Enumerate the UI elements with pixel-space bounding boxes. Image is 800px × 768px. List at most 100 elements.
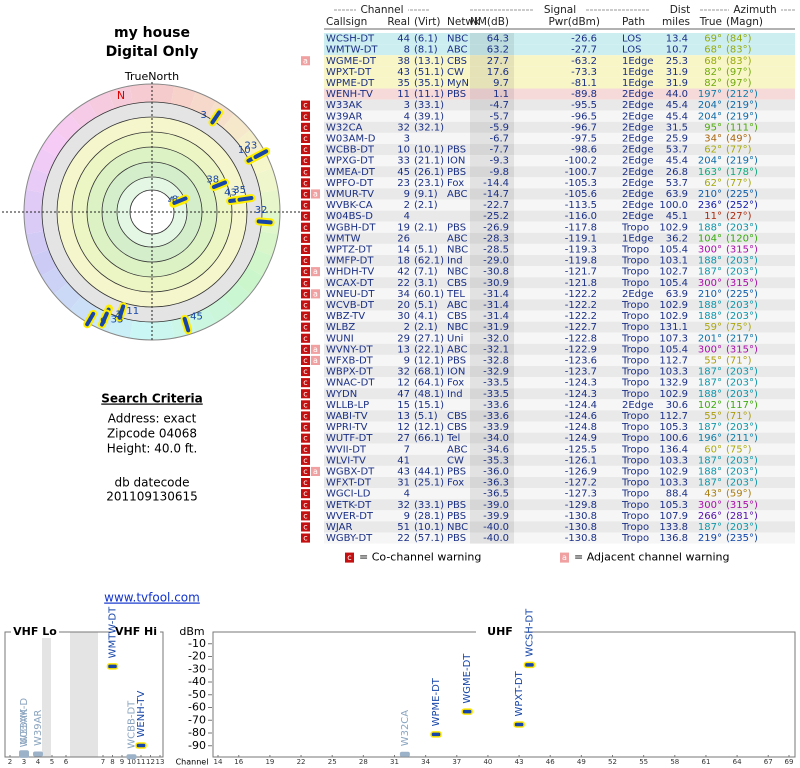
- row-bg: [324, 55, 795, 67]
- cell: 31.9: [666, 78, 688, 89]
- cell: (203°): [726, 300, 758, 311]
- row-bg: [324, 99, 795, 111]
- co-channel-flag: [301, 322, 310, 332]
- compass-band: [24, 212, 44, 235]
- row-bg: [324, 66, 795, 78]
- flag-letter: c: [303, 500, 307, 509]
- cell: (39.1): [414, 111, 444, 122]
- cell: 102.9: [659, 300, 688, 311]
- cell: -119.8: [565, 256, 597, 267]
- cell: WPXT-DT: [326, 67, 372, 78]
- cell: -124.6: [565, 411, 597, 422]
- compass-band: [41, 129, 68, 157]
- cell: -130.8: [565, 533, 597, 544]
- signal-marker: [513, 721, 525, 728]
- cell: Tropo: [621, 278, 649, 289]
- channel-label: 4: [36, 758, 41, 766]
- cell: 210°: [698, 289, 722, 300]
- co-channel-flag: [301, 289, 310, 299]
- co-channel-flag: [301, 367, 310, 377]
- channel-label: 69: [785, 758, 794, 766]
- station-channel: 43: [224, 187, 237, 198]
- cell: WPFO-DT: [326, 178, 374, 189]
- compass-band: [222, 113, 251, 142]
- cell: 1.1: [493, 89, 509, 100]
- cell: 11: [397, 89, 410, 100]
- cell: -129.8: [565, 500, 597, 511]
- channel-label: 52: [608, 758, 617, 766]
- cell: 2Edge: [622, 89, 654, 100]
- cell: -105.6: [565, 189, 597, 200]
- co-channel-flag: [301, 400, 310, 410]
- cell: (8.1): [414, 45, 438, 56]
- cell: (203°): [726, 478, 758, 489]
- cell: NBC: [447, 322, 468, 333]
- co-channel-flag: [301, 355, 310, 365]
- cell: 2Edge: [622, 111, 654, 122]
- cell: Tropo: [621, 500, 649, 511]
- adjacent-flag: [311, 289, 320, 299]
- station-marker: [99, 311, 109, 327]
- cell: -27.7: [571, 45, 597, 56]
- station-table: Channel Signal Dist Azimuth Callsign Real (Vir…: [301, 4, 795, 564]
- cell: (203°): [726, 267, 758, 278]
- channel-label: 58: [670, 758, 679, 766]
- cell: 102.9: [659, 466, 688, 477]
- cell: (219°): [726, 111, 758, 122]
- cell: 26: [397, 233, 410, 244]
- channel-label: 22: [297, 758, 306, 766]
- cell: 9: [404, 511, 410, 522]
- cell: 187°: [698, 478, 722, 489]
- cell: (120°): [726, 233, 758, 244]
- cell: WPTZ-DT: [326, 244, 373, 255]
- cell: 25.9: [666, 133, 688, 144]
- station-channel: 45: [190, 312, 203, 323]
- cell: 2Edge: [622, 200, 654, 211]
- station-channel: 38: [206, 175, 219, 186]
- cell: 45.4: [666, 100, 688, 111]
- channel-label: 55: [639, 758, 648, 766]
- cell: WGBX-DT: [326, 466, 375, 477]
- cell: -98.6: [571, 145, 597, 156]
- cell: -121.8: [565, 278, 597, 289]
- flag-letter: c: [303, 323, 307, 332]
- cell: 3: [404, 133, 410, 144]
- cell: CBS: [447, 311, 467, 322]
- nm-shade: [470, 132, 514, 144]
- cell: Ind: [447, 256, 463, 267]
- cell: 105.4: [659, 278, 688, 289]
- channel-label: 34: [421, 758, 430, 766]
- cell: WCAX-DT: [326, 278, 374, 289]
- row-bg: [324, 377, 795, 389]
- nm-shade: [470, 77, 514, 89]
- cell: 29: [397, 333, 410, 344]
- cell: Tropo: [621, 444, 649, 455]
- cell: Tropo: [621, 322, 649, 333]
- co-channel-flag: [301, 533, 310, 543]
- row-bg: [324, 310, 795, 322]
- cell: ABC: [447, 233, 468, 244]
- channel-label: 61: [701, 758, 710, 766]
- cell: (44.1): [414, 466, 444, 477]
- cell: WPME-DT: [326, 78, 375, 89]
- nm-shade: [470, 454, 514, 466]
- cell: W04BS-D: [326, 211, 373, 222]
- cell: (75°): [726, 322, 752, 333]
- cell: ABC: [447, 189, 468, 200]
- cell: 2Edge: [622, 156, 654, 167]
- cell: -124.4: [565, 400, 597, 411]
- site-link[interactable]: www.tvfool.com: [104, 591, 200, 605]
- cell: ABC: [447, 300, 468, 311]
- nm-shade: [470, 99, 514, 111]
- search-heading: Search Criteria: [101, 392, 202, 406]
- cell: -96.5: [571, 111, 597, 122]
- cell: 43: [397, 67, 410, 78]
- nm-shade: [470, 388, 514, 400]
- flag-letter: c: [303, 256, 307, 265]
- cell: 33: [397, 156, 410, 167]
- cell: 201°: [698, 333, 722, 344]
- cell: WJAR: [326, 522, 353, 533]
- co-channel-flag: [301, 444, 310, 454]
- flag-letter: c: [303, 411, 307, 420]
- row-bg: [324, 443, 795, 455]
